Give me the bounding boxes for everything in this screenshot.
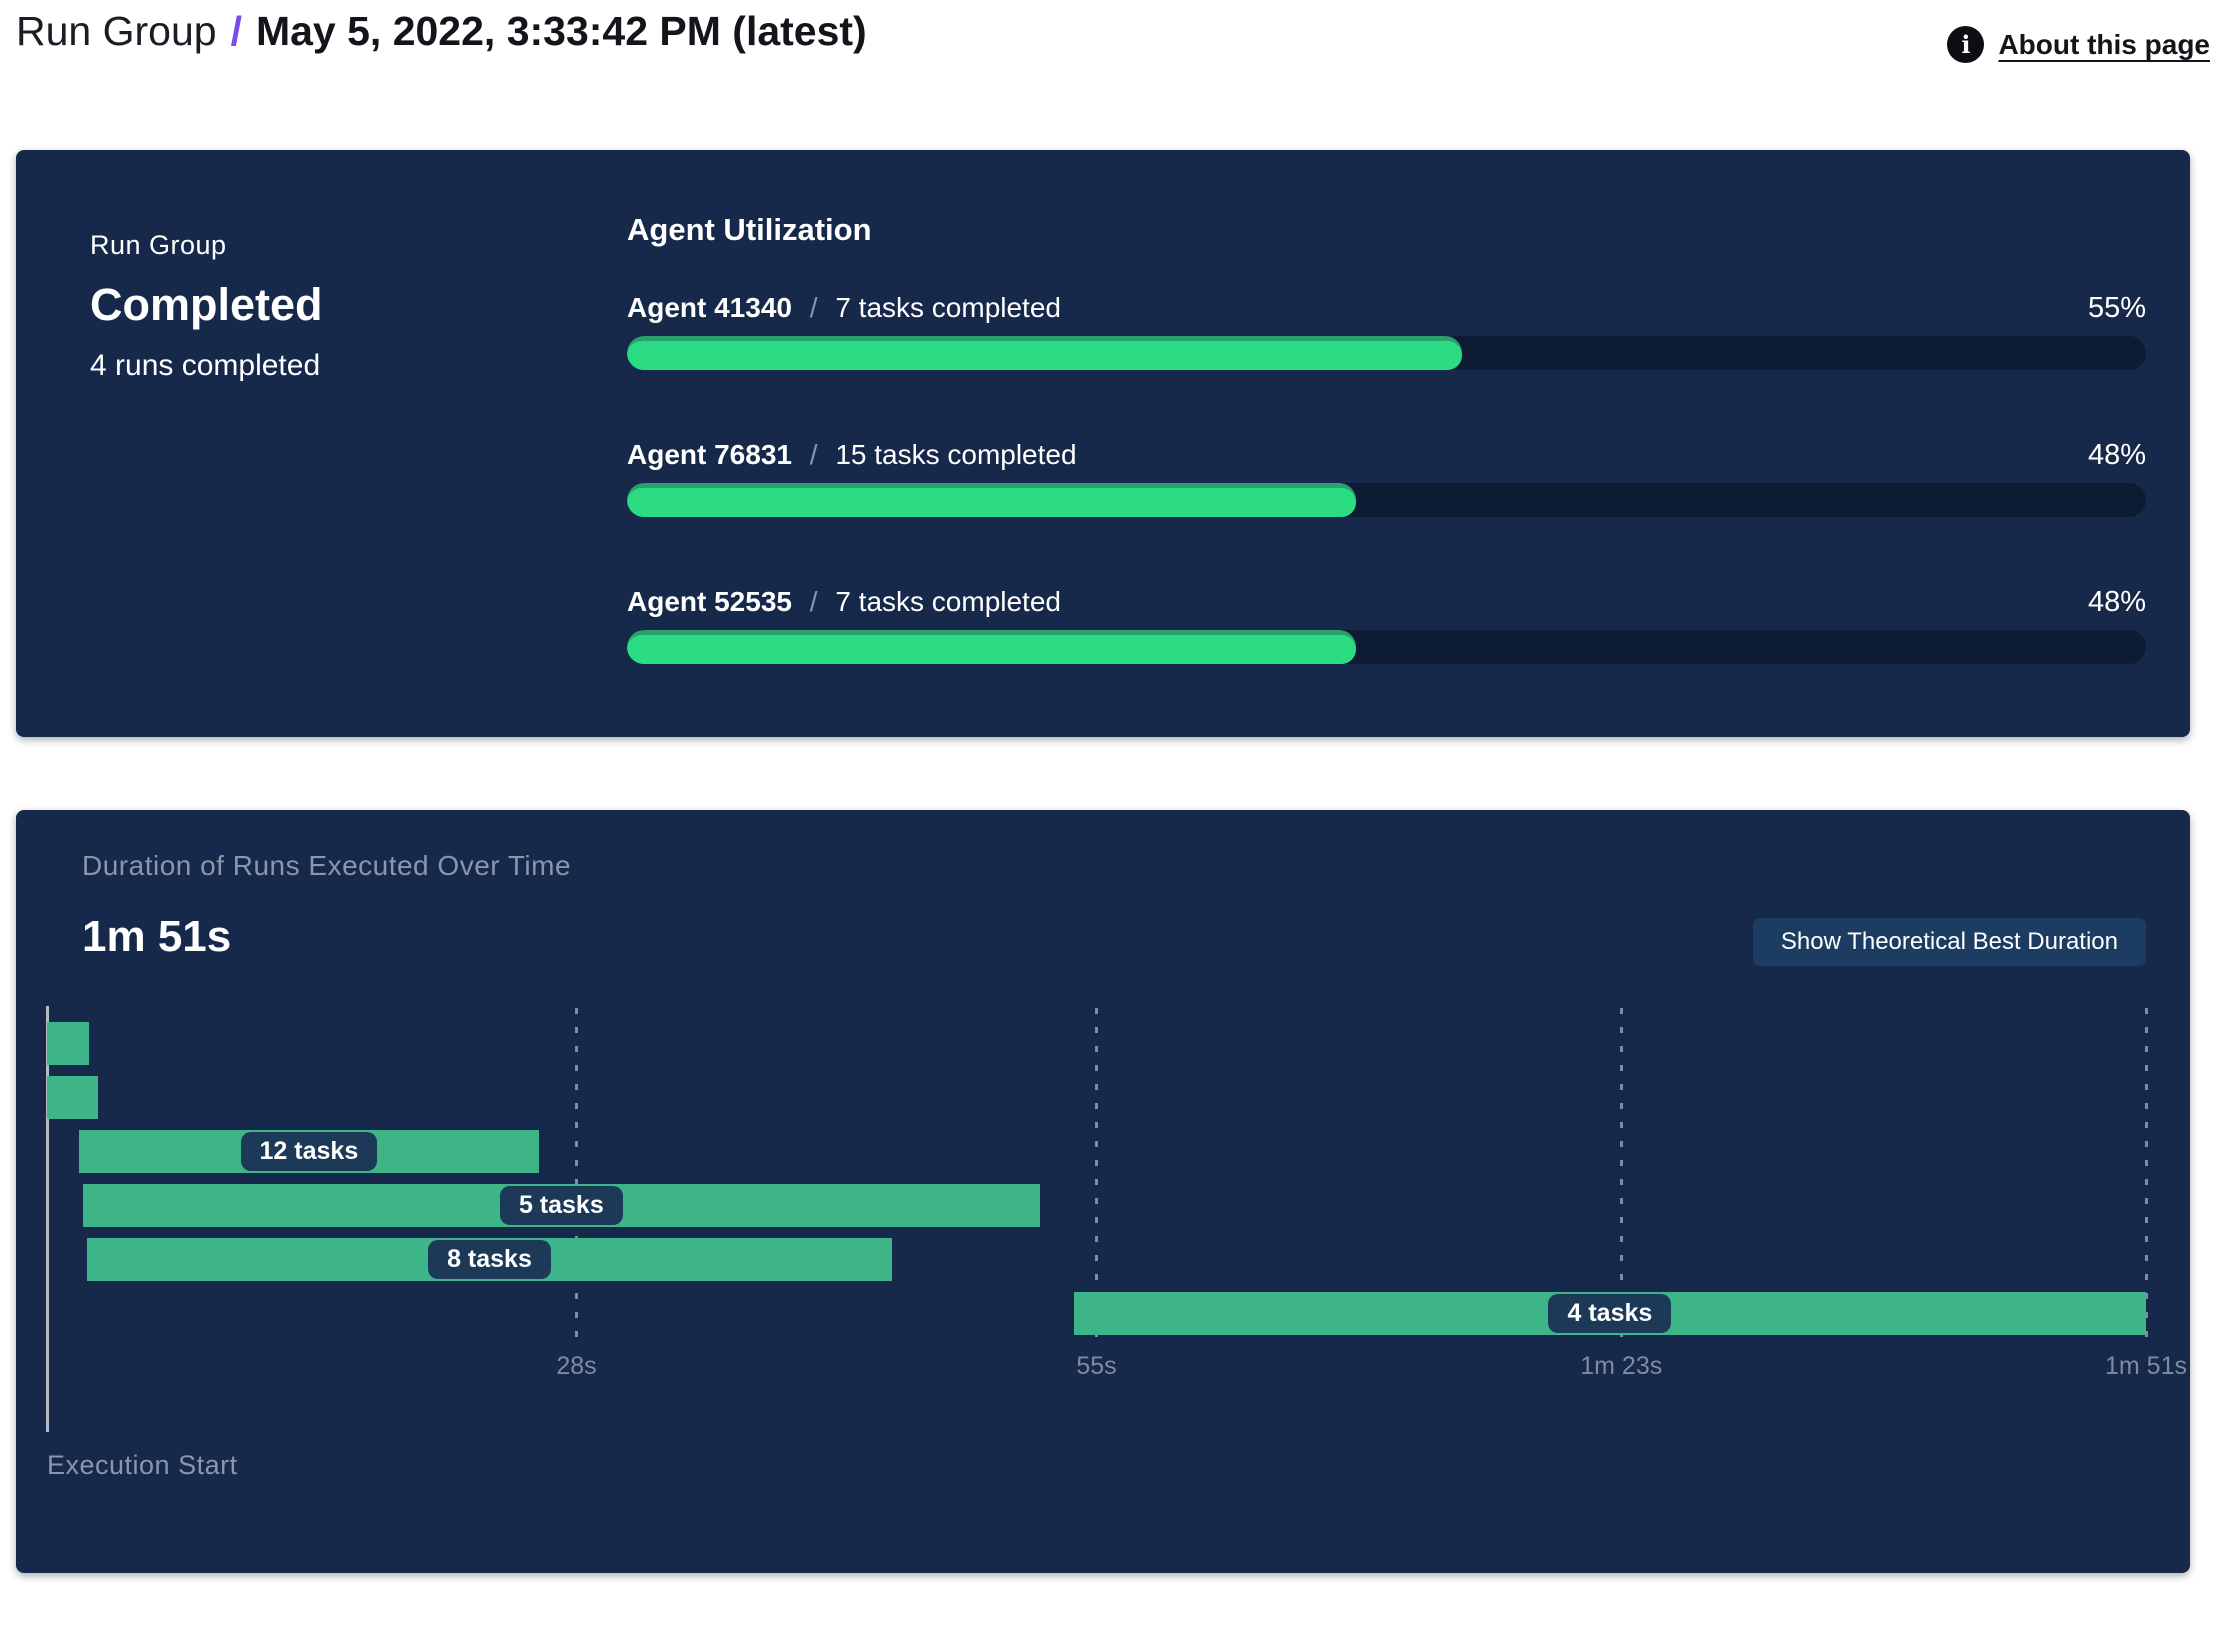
agent-tasks-completed: 7 tasks completed — [835, 292, 1061, 323]
time-gridline — [1095, 1008, 1098, 1348]
task-count-badge: 8 tasks — [428, 1240, 551, 1279]
status-value: Completed — [90, 279, 323, 330]
run-group-label: Run Group — [90, 230, 227, 260]
agent-utilization-heading: Agent Utilization — [627, 212, 872, 247]
agent-separator: / — [801, 292, 826, 323]
runs-completed-label: 4 runs completed — [90, 349, 321, 382]
time-tick-label: 1m 23s — [1580, 1352, 1663, 1380]
agent-tasks-completed: 15 tasks completed — [835, 439, 1077, 470]
utilization-progress-highlight — [627, 635, 1357, 664]
breadcrumb: Run Group / May 5, 2022, 3:33:42 PM (lates… — [16, 8, 867, 55]
info-icon[interactable]: i — [1947, 26, 1985, 63]
agent-label: Agent 76831 / 15 tasks completed — [627, 437, 1077, 473]
task-count-badge: 12 tasks — [240, 1132, 378, 1171]
agent-utilization-row: Agent 41340 / 7 tasks completed 55% — [627, 290, 2146, 370]
run-duration-bar[interactable] — [47, 1076, 99, 1119]
page-title: May 5, 2022, 3:33:42 PM (latest) — [255, 8, 867, 54]
run-group-status-block: Run Group Completed 4 runs completed — [90, 230, 323, 383]
utilization-progress-track — [627, 483, 2146, 517]
show-theoretical-best-duration-button[interactable]: Show Theoretical Best Duration — [1752, 918, 2146, 966]
duration-chart-title: Duration of Runs Executed Over Time — [82, 850, 572, 881]
utilization-progress-fill — [627, 630, 1357, 664]
run-duration-bar[interactable]: 4 tasks — [1073, 1292, 2146, 1335]
duration-gantt-chart: Execution Start 28s 55s 1m 23s 1m 51s 12 tas… — [16, 810, 2190, 1573]
agent-separator: / — [801, 439, 826, 470]
time-tick-label: 55s — [1076, 1352, 1117, 1380]
time-gridline — [574, 1008, 578, 1348]
agent-tasks-completed: 7 tasks completed — [835, 586, 1061, 617]
agent-name: Agent 52535 — [627, 586, 792, 617]
utilization-progress-highlight — [627, 488, 1357, 517]
agent-name: Agent 41340 — [627, 292, 792, 323]
run-duration-bar[interactable]: 5 tasks — [82, 1184, 1040, 1227]
agent-label: Agent 41340 / 7 tasks completed — [627, 290, 1061, 326]
time-tick-label: 1m 51s — [2105, 1352, 2187, 1380]
total-duration-value: 1m 51s — [82, 912, 232, 961]
task-count-badge: 5 tasks — [499, 1186, 623, 1225]
agent-utilization-percent: 48% — [2087, 439, 2146, 471]
agent-utilization-section: Agent Utilization Agent 41340 / 7 tasks … — [627, 150, 2146, 737]
utilization-progress-highlight — [627, 341, 1463, 370]
task-count-badge: 4 tasks — [1548, 1294, 1672, 1333]
utilization-progress-track — [627, 336, 2146, 370]
agent-label-line: Agent 41340 / 7 tasks completed 55% — [627, 290, 2146, 326]
utilization-progress-fill — [627, 483, 1357, 517]
agent-separator: / — [801, 586, 826, 617]
agent-label: Agent 52535 / 7 tasks completed — [627, 584, 1061, 620]
agent-utilization-row: Agent 52535 / 7 tasks completed 48% — [627, 584, 2146, 664]
breadcrumb-root[interactable]: Run Group — [16, 8, 217, 54]
agent-label-line: Agent 76831 / 15 tasks completed 48% — [627, 437, 2146, 473]
utilization-progress-track — [627, 630, 2146, 664]
execution-start-label: Execution Start — [47, 1450, 238, 1480]
agent-label-line: Agent 52535 / 7 tasks completed 48% — [627, 584, 2146, 620]
run-duration-bar[interactable]: 8 tasks — [86, 1238, 893, 1281]
execution-start-axis-line — [46, 1006, 49, 1432]
run-duration-bar[interactable] — [47, 1022, 89, 1065]
run-group-summary-panel: Run Group Completed 4 runs completed Age… — [16, 150, 2190, 737]
duration-panel: Duration of Runs Executed Over Time 1m 5… — [16, 810, 2190, 1573]
time-gridline — [1619, 1008, 1623, 1348]
time-gridline — [2144, 1008, 2148, 1348]
about-this-page-link[interactable]: About this page — [1998, 28, 2210, 60]
run-duration-bar[interactable]: 12 tasks — [79, 1130, 539, 1173]
agent-utilization-percent: 48% — [2087, 586, 2146, 618]
utilization-progress-fill — [627, 336, 1463, 370]
time-tick-label: 28s — [556, 1352, 597, 1380]
breadcrumb-separator: / — [230, 8, 242, 54]
agent-utilization-percent: 55% — [2087, 292, 2146, 324]
agent-utilization-row: Agent 76831 / 15 tasks completed 48% — [627, 437, 2146, 517]
agent-name: Agent 76831 — [627, 439, 792, 470]
about-this-page[interactable]: i About this page — [1947, 26, 2210, 63]
